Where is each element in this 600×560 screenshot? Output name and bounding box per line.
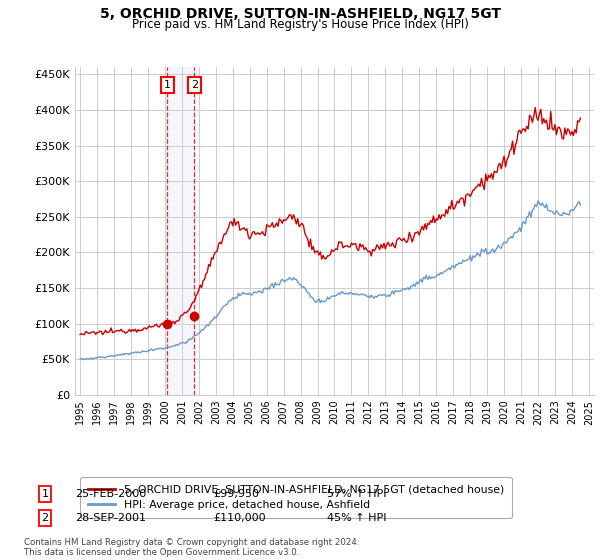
Text: 1: 1 — [41, 489, 49, 499]
Text: 57% ↑ HPI: 57% ↑ HPI — [327, 489, 386, 499]
Text: 5, ORCHID DRIVE, SUTTON-IN-ASHFIELD, NG17 5GT: 5, ORCHID DRIVE, SUTTON-IN-ASHFIELD, NG1… — [100, 7, 500, 21]
Text: 2: 2 — [41, 513, 49, 523]
Text: £110,000: £110,000 — [213, 513, 266, 523]
Text: 2: 2 — [191, 80, 198, 90]
Text: 1: 1 — [164, 80, 171, 90]
Text: 25-FEB-2000: 25-FEB-2000 — [75, 489, 146, 499]
Text: Contains HM Land Registry data © Crown copyright and database right 2024.
This d: Contains HM Land Registry data © Crown c… — [24, 538, 359, 557]
Text: Price paid vs. HM Land Registry's House Price Index (HPI): Price paid vs. HM Land Registry's House … — [131, 18, 469, 31]
Text: 28-SEP-2001: 28-SEP-2001 — [75, 513, 146, 523]
Text: £99,950: £99,950 — [213, 489, 259, 499]
Bar — [167, 67, 194, 395]
Text: 45% ↑ HPI: 45% ↑ HPI — [327, 513, 386, 523]
Legend: 5, ORCHID DRIVE, SUTTON-IN-ASHFIELD, NG17 5GT (detached house), HPI: Average pri: 5, ORCHID DRIVE, SUTTON-IN-ASHFIELD, NG1… — [80, 477, 512, 518]
